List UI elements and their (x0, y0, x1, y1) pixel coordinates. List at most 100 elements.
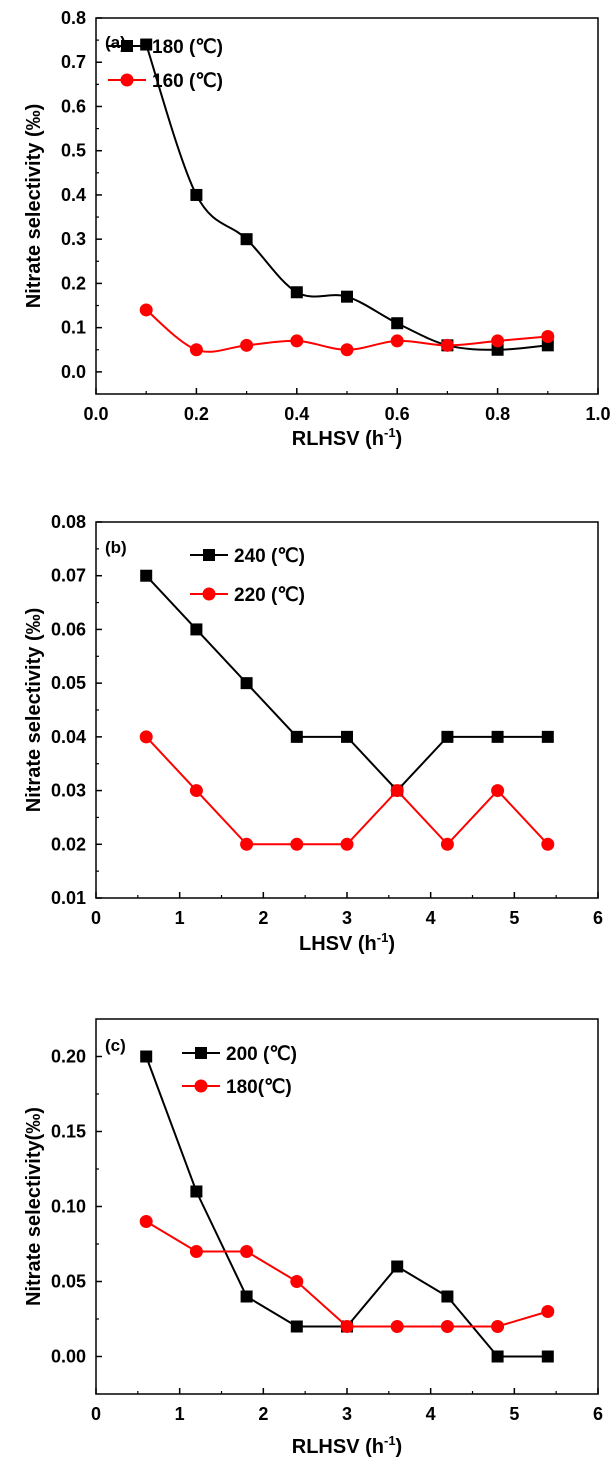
series-black (140, 1050, 554, 1363)
y-tick-label: 0.08 (51, 512, 86, 532)
data-point (541, 339, 554, 352)
data-point (440, 837, 454, 851)
x-tick-label: 0 (91, 1404, 101, 1424)
legend-label: 180(℃) (226, 1077, 292, 1098)
series-line (145, 736, 549, 846)
y-tick-label: 0.00 (51, 1347, 86, 1367)
legend-label: 180 (℃) (152, 37, 223, 58)
x-axis-title: LHSV (h-1) (299, 930, 395, 955)
x-tick-label: 1.0 (585, 404, 610, 424)
series-line (145, 1220, 549, 1328)
x-tick-label: 0.8 (485, 404, 510, 424)
chart-panel-c: 0 1 2 3 4 5 6 0.00 0.05 0.10 0.15 0.20 RLHSV (h-1) Ni… (23, 1018, 603, 1458)
y-tick-label: 0.04 (51, 727, 86, 747)
series-black (140, 569, 554, 797)
y-tick-label: 0.10 (51, 1197, 86, 1217)
chart-panel-b: 0 1 2 3 4 5 6 0.01 0.02 0.03 0.04 0.05 0.06 0.07 0.08 L… (23, 512, 603, 955)
data-point (240, 1290, 253, 1303)
data-point (240, 677, 253, 690)
x-axis-title: RLHSV (h-1) (292, 425, 402, 450)
y-tick-label: 0.03 (51, 781, 86, 801)
panel-tag: (a) (105, 33, 126, 52)
y-tick-label: 0.05 (51, 1272, 86, 1292)
y-tick-label: 0.5 (61, 141, 86, 161)
y-tick-label: 0.3 (61, 229, 86, 249)
data-point (240, 1245, 254, 1258)
y-tick-label: 0.06 (51, 619, 86, 639)
x-tick-label: 6 (593, 908, 603, 928)
data-point (440, 338, 454, 352)
x-tick-label: 4 (426, 908, 436, 928)
data-point (140, 38, 153, 51)
data-point (240, 233, 253, 246)
x-tick-label: 1 (175, 908, 185, 928)
data-point (240, 338, 254, 352)
data-point (491, 334, 505, 348)
y-tick-label: 0.2 (61, 273, 86, 293)
data-point (139, 730, 153, 744)
y-tick-label: 0.6 (61, 96, 86, 116)
y-tick-label: 0.20 (51, 1047, 86, 1067)
data-point (391, 317, 404, 330)
x-tick-label: 0 (91, 908, 101, 928)
data-point (491, 1320, 505, 1333)
data-point (189, 784, 203, 798)
x-tick-label: 2 (258, 1404, 268, 1424)
x-tick-label: 3 (342, 908, 352, 928)
x-tick-label: 0.6 (385, 404, 410, 424)
data-point (290, 1320, 303, 1333)
series-black (140, 38, 554, 356)
data-point (290, 334, 304, 348)
legend-marker (194, 1079, 208, 1093)
data-point (140, 569, 153, 582)
data-point (390, 1320, 404, 1333)
panel-tag: (b) (105, 538, 127, 557)
legend-label: 220 (℃) (234, 585, 305, 606)
x-axis-title: RLHSV (h-1) (292, 1433, 402, 1458)
y-tick-label: 0.8 (61, 8, 86, 28)
data-point (190, 1185, 203, 1198)
y-tick-label: 0.0 (61, 362, 86, 382)
data-point (541, 837, 555, 851)
y-tick-label: 0.4 (61, 185, 86, 205)
legend-marker (203, 549, 215, 561)
legend-marker (195, 1047, 207, 1059)
x-tick-label: 5 (509, 908, 519, 928)
y-axis-title: Nitrate selectivity (‰) (23, 608, 45, 813)
data-point (541, 329, 555, 343)
y-tick-label: 0.02 (51, 834, 86, 854)
y-tick-label: 0.01 (51, 888, 86, 908)
chart-panel-a: 0.0 0.2 0.4 0.6 0.8 1.0 0.0 0.1 0.2 0.3 0.4 0.5 0.6 0… (23, 8, 611, 450)
x-tick-label: 0.0 (83, 404, 108, 424)
y-axis-title: Nitrate selectivity(‰) (23, 1107, 45, 1306)
y-tick-label: 0.7 (61, 52, 86, 72)
data-point (491, 784, 505, 798)
legend-marker (120, 73, 134, 87)
data-point (190, 188, 203, 201)
x-tick-label: 0.4 (284, 404, 309, 424)
data-point (441, 730, 454, 743)
data-point (290, 1275, 304, 1288)
data-point (340, 837, 354, 851)
y-tick-label: 0.15 (51, 1122, 86, 1142)
x-tick-label: 3 (342, 1404, 352, 1424)
x-tick-label: 6 (593, 1404, 603, 1424)
x-tick-label: 2 (258, 908, 268, 928)
data-point (491, 730, 504, 743)
y-tick-label: 0.05 (51, 673, 86, 693)
data-point (441, 1290, 454, 1303)
data-point (391, 1260, 404, 1273)
data-point (341, 290, 353, 303)
y-tick-label: 0.1 (61, 318, 86, 338)
plot-frame (95, 1018, 599, 1395)
data-point (140, 1050, 153, 1063)
data-point (290, 730, 303, 743)
x-tick-label: 5 (509, 1404, 519, 1424)
series-line (145, 575, 548, 793)
legend-label: 200 (℃) (226, 1044, 297, 1065)
x-tick-label: 4 (426, 1404, 436, 1424)
data-point (290, 286, 303, 299)
data-point (491, 1350, 504, 1363)
data-point (541, 730, 554, 743)
data-point (240, 837, 254, 851)
